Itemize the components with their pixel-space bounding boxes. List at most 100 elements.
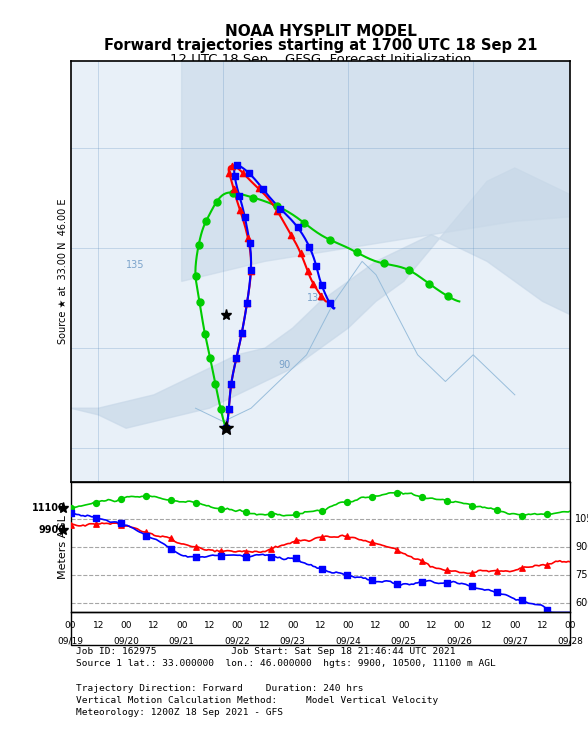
Text: 12: 12	[93, 620, 104, 629]
Text: 00: 00	[121, 620, 132, 629]
Point	[254, 182, 263, 194]
Point	[66, 507, 75, 518]
Point	[543, 559, 552, 571]
Text: 12: 12	[148, 620, 159, 629]
Point	[216, 545, 226, 556]
Point	[227, 160, 236, 172]
Point	[226, 378, 236, 390]
Polygon shape	[0, 128, 15, 248]
Text: 00: 00	[232, 620, 243, 629]
Text: 00: 00	[65, 620, 76, 629]
Text: 7500: 7500	[575, 570, 588, 580]
Text: 00: 00	[564, 620, 576, 629]
Point	[425, 278, 434, 290]
Point	[66, 502, 75, 514]
Point	[242, 506, 251, 518]
Point	[292, 508, 301, 520]
Point	[205, 353, 215, 364]
Point	[166, 543, 176, 555]
Point	[292, 553, 301, 564]
Point	[309, 278, 318, 290]
Point	[467, 500, 477, 512]
Point	[266, 543, 276, 555]
Point	[299, 217, 309, 228]
Point	[493, 565, 502, 577]
Text: 11100: 11100	[32, 503, 65, 512]
Text: 09/25: 09/25	[391, 637, 417, 646]
Point	[194, 239, 203, 250]
Point	[272, 200, 282, 212]
Point	[240, 212, 249, 223]
Point	[221, 423, 230, 434]
Point	[246, 265, 256, 277]
Point	[405, 264, 414, 276]
Point	[352, 247, 362, 258]
Point	[116, 518, 125, 529]
Y-axis label: Source ★ at  33.00 N  46.00 E: Source ★ at 33.00 N 46.00 E	[58, 199, 68, 344]
Point	[66, 519, 75, 531]
Point	[266, 509, 276, 520]
Point	[166, 494, 176, 506]
Point	[417, 556, 426, 567]
Point	[379, 258, 388, 269]
Point	[116, 519, 125, 531]
Point	[225, 167, 234, 179]
Point	[543, 508, 552, 520]
Point	[191, 497, 201, 509]
Point	[317, 279, 326, 291]
Point	[232, 353, 241, 364]
Text: 9000: 9000	[575, 542, 588, 552]
Point	[195, 296, 204, 308]
Point	[417, 491, 426, 502]
Point	[442, 564, 452, 576]
Point	[141, 526, 151, 538]
Point	[166, 532, 176, 544]
Y-axis label: Meters AGL: Meters AGL	[58, 515, 68, 579]
Point	[258, 183, 268, 195]
Point	[296, 247, 305, 259]
Point	[467, 567, 477, 579]
Point	[276, 203, 285, 215]
Point	[246, 264, 256, 276]
Point	[226, 378, 236, 390]
Point	[493, 586, 502, 598]
Point	[230, 170, 239, 182]
Text: 12: 12	[259, 620, 270, 629]
Point	[237, 328, 246, 339]
Point	[91, 512, 101, 523]
Text: 00: 00	[509, 620, 520, 629]
Point	[392, 488, 402, 499]
Text: 6000: 6000	[575, 598, 588, 608]
Point	[292, 534, 301, 546]
Point	[312, 260, 321, 272]
Text: 09/19: 09/19	[58, 637, 83, 646]
Point	[303, 266, 313, 277]
Point	[317, 505, 326, 517]
Text: 135: 135	[126, 260, 145, 270]
Point	[141, 530, 151, 542]
Point	[392, 544, 402, 556]
Polygon shape	[71, 168, 588, 429]
Text: Job ID: 162975             Job Start: Sat Sep 18 21:46:44 UTC 2021: Job ID: 162975 Job Start: Sat Sep 18 21:…	[75, 648, 455, 656]
Text: 00: 00	[176, 620, 188, 629]
Text: 09/20: 09/20	[113, 637, 139, 646]
Point	[221, 423, 230, 434]
Point	[235, 191, 244, 202]
Text: 12 UTC 18 Sep    GFSG  Forecast Initialization: 12 UTC 18 Sep GFSG Forecast Initializati…	[170, 53, 471, 66]
Point	[191, 551, 201, 563]
Text: 09/23: 09/23	[280, 637, 306, 646]
Point	[325, 298, 335, 310]
Point	[237, 328, 246, 339]
Point	[517, 594, 527, 606]
Point	[232, 353, 241, 364]
Point	[442, 496, 452, 507]
Polygon shape	[182, 47, 588, 281]
Point	[235, 204, 245, 216]
Text: 09/26: 09/26	[446, 637, 472, 646]
Point	[229, 183, 238, 195]
Point	[242, 546, 251, 558]
Text: 12: 12	[426, 620, 437, 629]
Point	[224, 404, 233, 415]
Text: Forward trajectories starting at 1700 UTC 18 Sep 21: Forward trajectories starting at 1700 UT…	[103, 38, 537, 53]
Point	[216, 404, 225, 415]
